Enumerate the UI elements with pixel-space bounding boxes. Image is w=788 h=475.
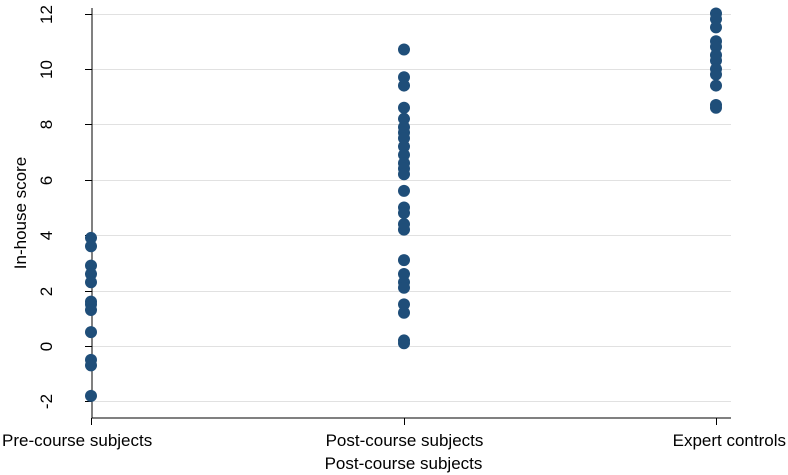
grid-lines [92, 14, 731, 402]
data-points [85, 7, 722, 402]
data-point [710, 68, 722, 81]
y-tick-label: 0 [37, 342, 56, 351]
data-point [398, 298, 410, 311]
x-axis-title: Post-course subjects [325, 454, 483, 473]
y-tick-label: 6 [37, 176, 56, 185]
data-point [398, 337, 410, 350]
data-point [710, 21, 722, 34]
data-point [398, 254, 410, 267]
x-tick-label: Pre-course subjects [2, 431, 152, 450]
y-tick-label: 8 [37, 120, 56, 129]
y-axis-ticks: -2 0 2 4 6 8 10 12 [37, 5, 92, 409]
data-point [710, 13, 722, 26]
data-point [710, 79, 722, 92]
data-point [85, 231, 97, 244]
data-point [85, 389, 97, 402]
x-tick-label: Expert controls [673, 431, 786, 450]
data-point [398, 168, 410, 181]
data-point [398, 207, 410, 219]
data-point [398, 148, 410, 161]
data-point [398, 79, 410, 92]
data-point [398, 281, 410, 294]
data-point [85, 240, 97, 253]
data-point [398, 140, 410, 153]
data-point [710, 101, 722, 114]
y-tick-label: -2 [37, 394, 56, 409]
data-point [398, 101, 410, 114]
data-point [398, 223, 410, 236]
data-point [85, 303, 97, 316]
y-tick-label: 10 [37, 60, 56, 79]
data-point [398, 43, 410, 56]
data-point [398, 71, 410, 84]
data-point [398, 306, 410, 319]
data-point [710, 40, 722, 53]
data-point [398, 267, 410, 280]
data-point [398, 112, 410, 125]
data-point [398, 184, 410, 197]
y-tick-label: 12 [37, 5, 56, 24]
x-tick-label: Post-course subjects [326, 431, 484, 450]
y-tick-label: 2 [37, 287, 56, 296]
data-point [710, 54, 722, 67]
y-axis-title: In-house score [11, 157, 30, 269]
x-axis-ticks: Pre-course subjects Post-course subjects E… [2, 418, 786, 450]
data-point [85, 259, 97, 272]
data-point [398, 132, 410, 145]
data-point [85, 267, 97, 280]
y-tick-label: 4 [37, 231, 56, 240]
data-point [85, 276, 97, 289]
data-point [85, 359, 97, 372]
axes [91, 8, 731, 419]
data-point [85, 326, 97, 339]
